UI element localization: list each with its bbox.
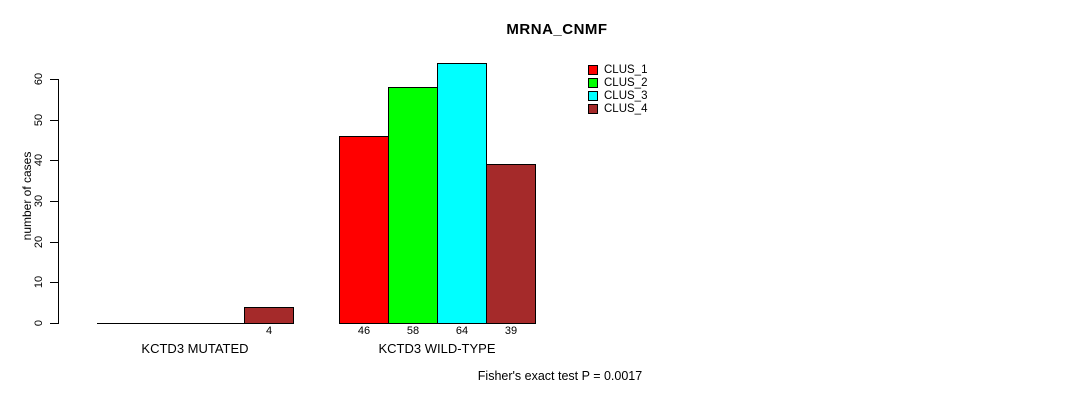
y-tick (50, 79, 58, 80)
bar-value-label: 64 (455, 325, 469, 337)
bar-value-label: 58 (406, 325, 420, 337)
zero-bar-clus_2-group1 (146, 323, 196, 324)
bar-clus_3-group2 (437, 62, 487, 324)
statistical-test-annotation: Fisher's exact test P = 0.0017 (477, 369, 643, 383)
legend-swatch-icon (588, 91, 598, 101)
y-axis-title: number of cases (20, 151, 34, 241)
legend-swatch-icon (588, 65, 598, 75)
y-tick-label: 0 (33, 319, 45, 327)
y-axis-line (58, 79, 59, 324)
y-tick-label: 10 (33, 276, 45, 289)
x-category-label: KCTD3 MUTATED (141, 341, 249, 356)
zero-bar-clus_1-group1 (97, 323, 147, 324)
chart-title: MRNA_CNMF (506, 21, 608, 38)
y-tick-label: 50 (33, 113, 45, 126)
bar-value-label: 46 (357, 325, 371, 337)
y-tick (50, 323, 58, 324)
x-category-label: KCTD3 WILD-TYPE (378, 341, 496, 356)
legend-label: CLUS_4 (604, 103, 648, 115)
y-tick-label: 60 (33, 72, 45, 86)
y-tick (50, 282, 58, 284)
legend-swatch-icon (588, 78, 598, 88)
y-tick (50, 160, 58, 162)
legend-swatch-icon (588, 104, 598, 114)
bar-value-label: 39 (504, 325, 518, 337)
bar-clus_2-group2 (388, 87, 438, 324)
y-tick (50, 201, 58, 202)
y-tick-label: 20 (33, 235, 45, 248)
legend-label: CLUS_1 (604, 64, 648, 76)
bar-clus_4-group1 (244, 306, 294, 324)
bar-value-label: 4 (265, 325, 273, 337)
legend-label: CLUS_3 (604, 90, 648, 102)
bar-clus_4-group2 (486, 164, 536, 324)
y-tick-label: 40 (33, 154, 45, 167)
y-tick (50, 119, 58, 121)
bar-clus_1-group2 (339, 135, 389, 324)
zero-bar-clus_3-group1 (195, 323, 245, 324)
y-tick (50, 241, 58, 243)
y-tick-label: 30 (33, 194, 45, 208)
legend-label: CLUS_2 (604, 77, 648, 89)
